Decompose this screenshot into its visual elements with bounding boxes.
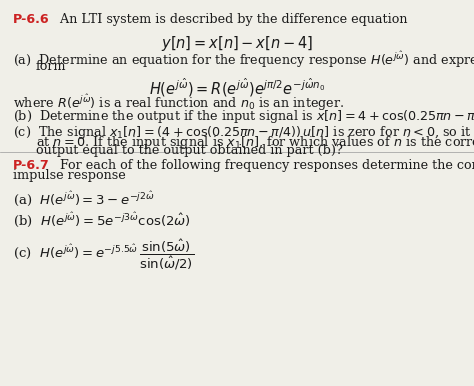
- Text: For each of the following frequency responses determine the corresponding: For each of the following frequency resp…: [52, 159, 474, 172]
- Text: at $n = 0$. If the input signal is $x_1[n]$, for which values of $n$ is the corr: at $n = 0$. If the input signal is $x_1[…: [36, 134, 474, 151]
- Text: output equal to the output obtained in part (b)?: output equal to the output obtained in p…: [36, 144, 342, 157]
- Text: P-6.7: P-6.7: [13, 159, 50, 172]
- Text: (c)  $H(e^{j\hat{\omega}}) = e^{-j5.5\hat{\omega}}\,\dfrac{\sin(5\hat{\omega})}{: (c) $H(e^{j\hat{\omega}}) = e^{-j5.5\hat…: [13, 237, 194, 272]
- Text: P-6.6: P-6.6: [13, 13, 50, 26]
- Text: $y[n] = x[n] - x[n-4]$: $y[n] = x[n] - x[n-4]$: [161, 34, 313, 53]
- Text: $H(e^{j\hat{\omega}}) = R(e^{j\hat{\omega}})e^{j\pi/2}e^{-j\hat{\omega}n_0}$: $H(e^{j\hat{\omega}}) = R(e^{j\hat{\omeg…: [149, 77, 325, 100]
- Text: (c)  The signal $x_1[n] = (4 + \cos(0.25\pi n - \pi/4))\,u[n]$ is zero for $n < : (c) The signal $x_1[n] = (4 + \cos(0.25\…: [13, 124, 474, 141]
- Text: An LTI system is described by the difference equation: An LTI system is described by the differ…: [52, 13, 408, 26]
- Text: (a)  $H(e^{j\hat{\omega}}) = 3 - e^{-j2\hat{\omega}}$: (a) $H(e^{j\hat{\omega}}) = 3 - e^{-j2\h…: [13, 189, 155, 208]
- Text: (b)  $H(e^{j\hat{\omega}}) = 5e^{-j3\hat{\omega}}\cos(2\hat{\omega})$: (b) $H(e^{j\hat{\omega}}) = 5e^{-j3\hat{…: [13, 210, 191, 229]
- Text: where $R(e^{j\hat{\omega}})$ is a real function and $n_0$ is an integer.: where $R(e^{j\hat{\omega}})$ is a real f…: [13, 93, 345, 113]
- Text: impulse response: impulse response: [13, 169, 126, 183]
- Text: (b)  Determine the output if the input signal is $x[n] = 4 + \cos(0.25\pi n - \p: (b) Determine the output if the input si…: [13, 108, 474, 125]
- Text: form: form: [36, 60, 66, 73]
- Text: (a)  Determine an equation for the frequency response $H(e^{j\hat{\omega}})$ and: (a) Determine an equation for the freque…: [13, 49, 474, 70]
